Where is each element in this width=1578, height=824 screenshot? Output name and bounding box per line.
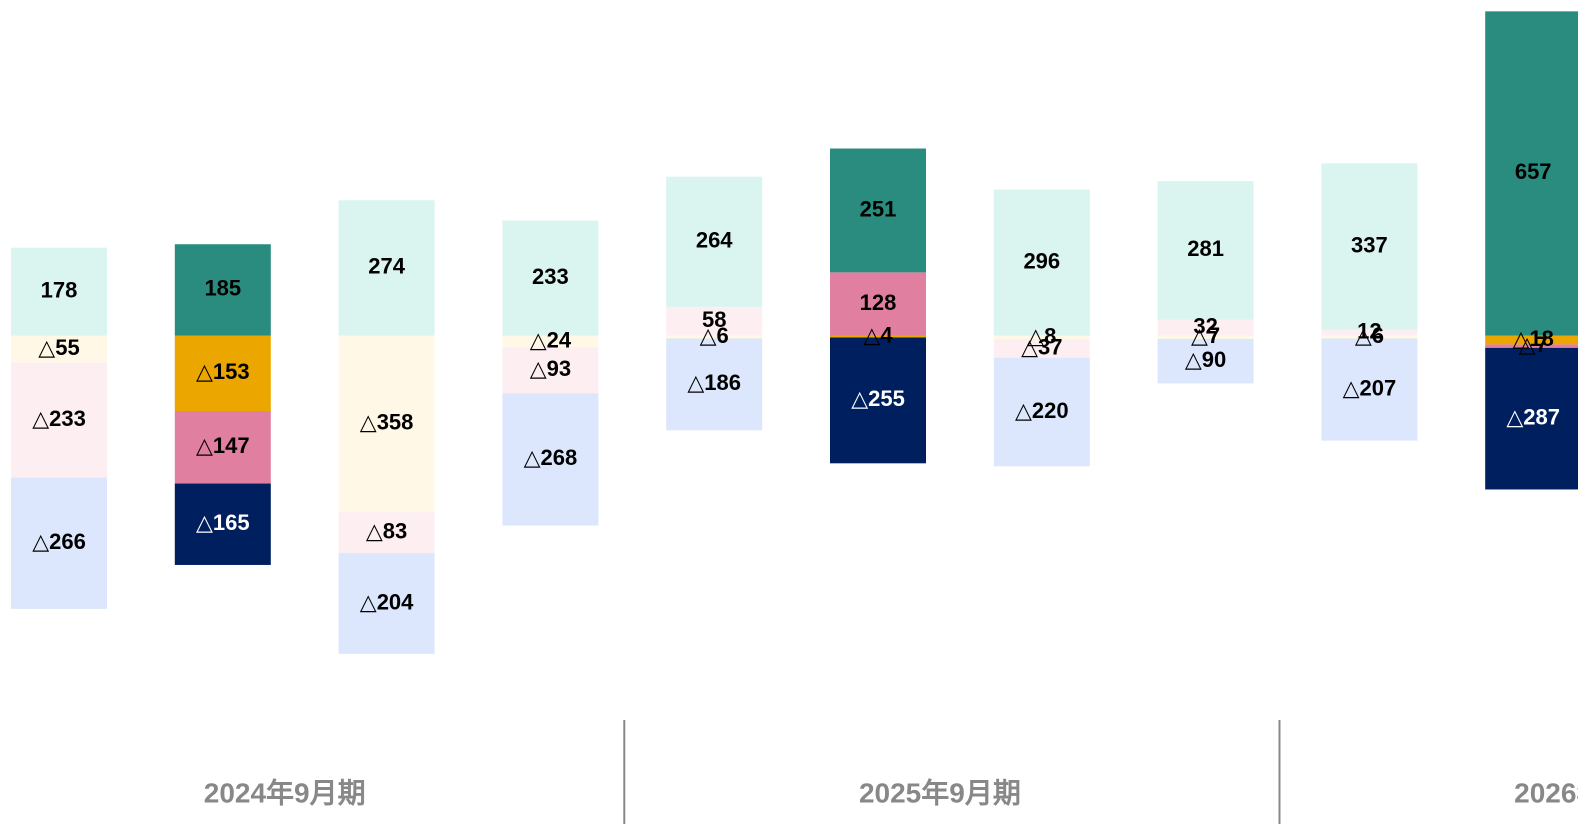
data-label: △24 bbox=[530, 327, 572, 352]
bar-segment bbox=[11, 477, 107, 609]
bar-segment bbox=[1157, 335, 1254, 339]
data-label: △4 bbox=[863, 322, 893, 347]
bar-segment bbox=[1485, 335, 1578, 345]
data-label: 58 bbox=[702, 307, 726, 332]
bar-segment bbox=[666, 338, 763, 431]
data-label: 264 bbox=[696, 228, 733, 253]
data-label: △255 bbox=[851, 386, 905, 411]
bar-segment bbox=[1485, 344, 1578, 348]
bar-segment bbox=[830, 335, 926, 338]
bar-segment bbox=[11, 335, 107, 363]
data-label: △8 bbox=[1027, 323, 1056, 348]
data-label: △90 bbox=[1185, 347, 1226, 372]
bar-segment bbox=[11, 362, 107, 478]
group-label: 2025年9月期 bbox=[859, 776, 1021, 808]
bar-segment bbox=[993, 357, 1090, 467]
group-label: 2024年9月期 bbox=[204, 776, 366, 808]
data-label: △93 bbox=[530, 356, 571, 381]
bar-segment bbox=[666, 306, 763, 336]
data-label: △6 bbox=[700, 323, 729, 348]
data-label: △266 bbox=[32, 529, 86, 554]
data-label: △233 bbox=[32, 406, 86, 431]
data-label: △7 bbox=[1519, 332, 1548, 357]
bar-segment bbox=[502, 347, 599, 394]
data-label: 12 bbox=[1357, 318, 1381, 343]
bar-segment bbox=[174, 335, 271, 412]
data-label: △268 bbox=[524, 445, 578, 470]
bar-segment bbox=[338, 553, 435, 654]
bar-segment bbox=[174, 244, 271, 336]
bar-segment bbox=[1321, 335, 1418, 339]
data-label: △207 bbox=[1343, 375, 1397, 400]
data-label: △55 bbox=[38, 335, 79, 360]
data-label: △220 bbox=[1015, 398, 1069, 423]
data-label: △18 bbox=[1513, 326, 1554, 351]
bar-segment bbox=[830, 337, 926, 464]
bar-segment bbox=[830, 148, 926, 273]
bar-segment bbox=[1485, 347, 1578, 490]
data-label: 185 bbox=[204, 276, 241, 301]
data-label: 251 bbox=[860, 196, 897, 221]
bar-segment bbox=[174, 411, 271, 484]
bar-segment bbox=[338, 512, 435, 554]
bar-segment bbox=[502, 393, 599, 526]
bar-segment bbox=[1157, 319, 1254, 336]
group-label: 2026年9月期 bbox=[1514, 776, 1578, 808]
bar-segment bbox=[666, 335, 763, 339]
data-label: △147 bbox=[196, 433, 250, 458]
data-label: 337 bbox=[1351, 232, 1388, 257]
bar-segment bbox=[338, 200, 435, 336]
bar-segment bbox=[1321, 329, 1418, 336]
data-label: 178 bbox=[41, 277, 78, 302]
bar-segment bbox=[830, 272, 926, 336]
data-label: △287 bbox=[1506, 404, 1560, 429]
bar-segment bbox=[993, 335, 1090, 340]
data-label: △37 bbox=[1021, 334, 1062, 359]
bar-segment bbox=[1321, 338, 1418, 441]
data-label: △6 bbox=[1355, 323, 1384, 348]
bar-segment bbox=[993, 189, 1090, 336]
data-label: 296 bbox=[1023, 248, 1060, 273]
data-label: 233 bbox=[532, 264, 569, 289]
bar-segment bbox=[1157, 338, 1254, 384]
bar-segment bbox=[502, 335, 599, 348]
data-label: 32 bbox=[1193, 313, 1217, 338]
data-label: △7 bbox=[1191, 323, 1220, 348]
bar-segment bbox=[1157, 181, 1254, 320]
bar-segment bbox=[174, 483, 271, 565]
data-label: △153 bbox=[196, 359, 250, 384]
data-label: △186 bbox=[687, 370, 741, 395]
bar-segment bbox=[502, 220, 599, 336]
bar-segment bbox=[666, 176, 763, 307]
data-label: 281 bbox=[1187, 236, 1224, 261]
data-label: △204 bbox=[360, 589, 414, 614]
bar-segment bbox=[338, 335, 435, 513]
bar-segment bbox=[1321, 163, 1418, 330]
data-label: △358 bbox=[360, 410, 414, 435]
data-label: 274 bbox=[368, 254, 405, 279]
bar-segment bbox=[11, 247, 107, 336]
data-label: △165 bbox=[196, 510, 250, 535]
data-label: △83 bbox=[366, 518, 407, 543]
data-label: 657 bbox=[1515, 159, 1552, 184]
bar-segment bbox=[993, 339, 1090, 358]
data-label: 128 bbox=[860, 290, 897, 315]
bar-segment bbox=[1485, 11, 1578, 336]
